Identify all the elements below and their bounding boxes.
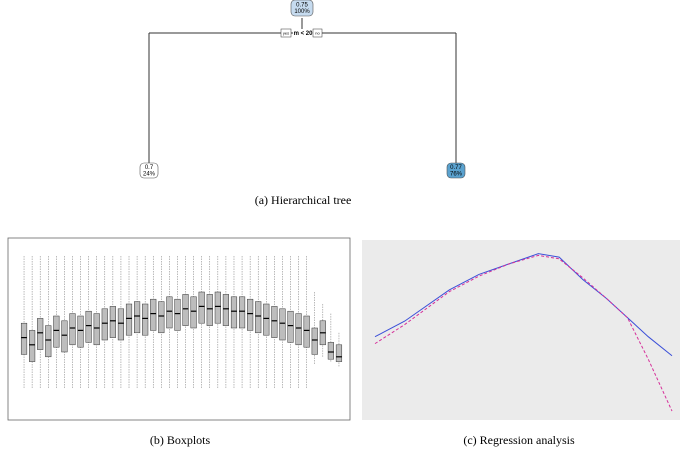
split-condition: m < 20 bbox=[294, 31, 314, 37]
series-line bbox=[374, 254, 673, 412]
box bbox=[117, 308, 125, 341]
box bbox=[182, 294, 189, 326]
split-bg bbox=[293, 29, 313, 37]
box bbox=[69, 313, 76, 346]
box bbox=[85, 310, 92, 343]
box bbox=[37, 318, 44, 350]
box bbox=[20, 322, 28, 355]
box bbox=[327, 342, 334, 360]
box bbox=[93, 313, 100, 346]
box bbox=[45, 325, 52, 358]
box bbox=[238, 296, 246, 329]
box bbox=[303, 315, 310, 348]
leaf-node bbox=[139, 162, 159, 179]
box bbox=[335, 344, 343, 362]
box bbox=[134, 301, 141, 334]
box bbox=[263, 303, 270, 336]
box bbox=[311, 327, 318, 355]
box bbox=[247, 298, 254, 331]
yes-box bbox=[280, 28, 292, 38]
caption: (a) Hierarchical tree bbox=[255, 193, 352, 207]
box bbox=[214, 291, 221, 324]
box bbox=[109, 306, 116, 338]
box bbox=[222, 294, 229, 326]
tree bbox=[148, 18, 457, 163]
no-label: no bbox=[315, 31, 320, 36]
box bbox=[190, 296, 197, 329]
leaf-node bbox=[446, 162, 466, 179]
caption: (b) Boxplots bbox=[150, 433, 211, 447]
root-share: 100% bbox=[294, 9, 310, 15]
leaf-share: 76% bbox=[450, 172, 463, 178]
box bbox=[271, 306, 278, 338]
box bbox=[166, 296, 173, 329]
root-node bbox=[290, 0, 314, 17]
box bbox=[77, 315, 84, 348]
box bbox=[142, 303, 149, 336]
leaf-share: 24% bbox=[143, 172, 156, 178]
box bbox=[61, 320, 68, 353]
box bbox=[206, 294, 213, 326]
box bbox=[53, 315, 60, 348]
box bbox=[150, 298, 157, 331]
box bbox=[101, 308, 108, 341]
leaf-value: 0.7 bbox=[145, 165, 154, 171]
box bbox=[255, 301, 262, 334]
no-box bbox=[312, 28, 323, 38]
box bbox=[158, 301, 165, 334]
series-line bbox=[374, 253, 673, 357]
box bbox=[230, 296, 238, 329]
caption: (c) Regression analysis bbox=[463, 433, 575, 447]
box bbox=[174, 298, 181, 331]
leaf-value: 0.77 bbox=[450, 165, 462, 171]
box bbox=[287, 310, 294, 343]
box bbox=[29, 330, 36, 362]
box bbox=[295, 313, 302, 346]
box bbox=[125, 303, 133, 336]
root-value: 0.75 bbox=[296, 3, 308, 9]
box bbox=[279, 308, 286, 341]
plot-background bbox=[362, 240, 680, 420]
yes-label: yes bbox=[283, 31, 289, 36]
box bbox=[198, 291, 205, 324]
